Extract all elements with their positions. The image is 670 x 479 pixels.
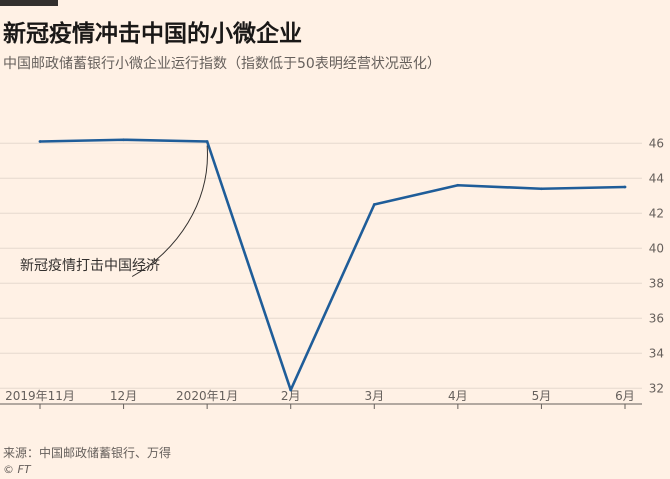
series-line-0	[39, 138, 626, 392]
x-tick-label: 4月	[448, 389, 468, 403]
header-accent-bar	[0, 0, 58, 6]
x-tick-label: 3月	[364, 389, 384, 403]
x-tick-label: 2019年11月	[5, 389, 75, 403]
x-tick-label: 2月	[281, 389, 301, 403]
chart-title: 新冠疫情冲击中国的小微企业	[3, 21, 302, 47]
y-axis-ticks: 32 34 36 38 40 42 44 46	[649, 136, 664, 395]
y-tick-label: 36	[649, 311, 664, 325]
chart-subtitle: 中国邮政储蓄银行小微企业运行指数（指数低于50表明经营状况恶化）	[3, 56, 441, 72]
data-point	[540, 187, 543, 191]
y-tick-label: 46	[649, 136, 664, 150]
data-point	[38, 140, 42, 143]
gridlines	[0, 142, 642, 389]
data-point	[623, 185, 627, 189]
ft-credit: © FT	[3, 463, 31, 476]
annotation-connector	[131, 145, 208, 277]
x-axis: 2019年11月 12月 2020年1月 2月 3月 4月 5月 6月	[0, 389, 642, 409]
data-point	[289, 388, 293, 392]
y-tick-label: 44	[649, 171, 664, 185]
y-tick-label: 38	[649, 276, 664, 290]
annotation: 新冠疫情打击中国经济	[20, 145, 208, 277]
y-tick-label: 42	[649, 206, 664, 220]
data-point	[205, 140, 209, 143]
data-point	[372, 203, 376, 206]
x-tick-label: 2020年1月	[176, 389, 238, 403]
y-tick-label: 34	[649, 346, 664, 360]
data-point	[456, 183, 460, 187]
line-chart: 32 34 36 38 40 42 44 46 2019年11月 12月 2020年1月 2月 3月 4…	[0, 136, 664, 409]
x-tick-label: 12月	[110, 389, 137, 403]
x-tick-label: 5月	[532, 389, 552, 403]
annotation-label: 新冠疫情打击中国经济	[20, 257, 160, 274]
source-note: 来源：中国邮政储蓄银行、万得	[3, 446, 172, 460]
y-tick-label: 40	[649, 241, 664, 255]
y-tick-label: 32	[649, 381, 664, 395]
data-point	[122, 138, 125, 142]
x-tick-label: 6月	[615, 389, 635, 403]
series-group	[38, 138, 627, 392]
